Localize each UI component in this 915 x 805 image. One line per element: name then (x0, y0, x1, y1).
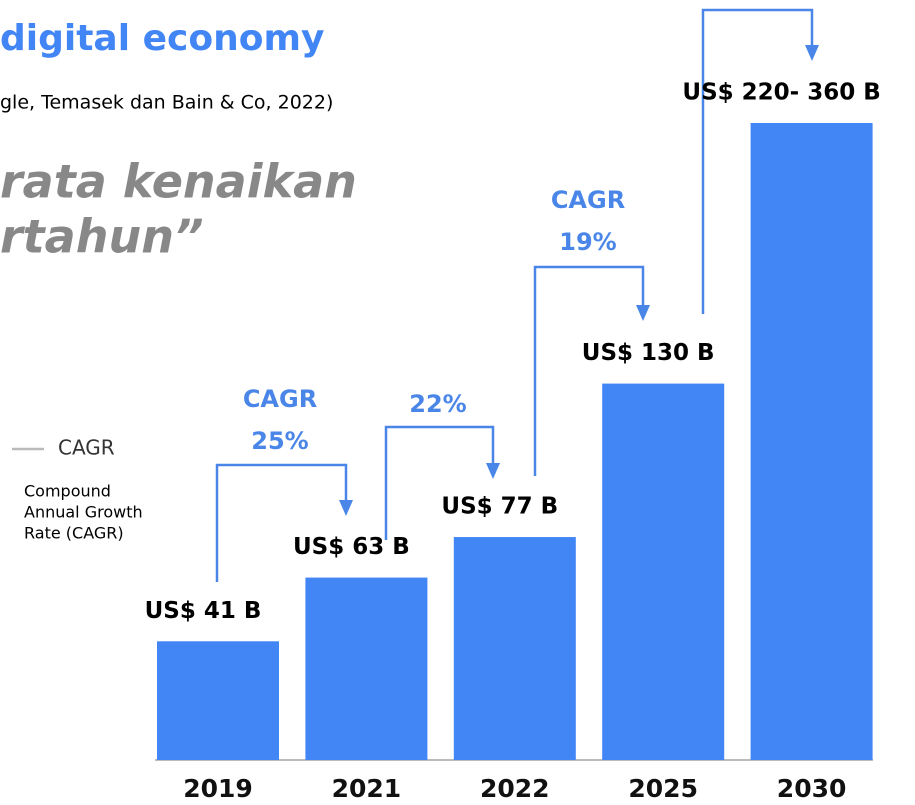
cagr-annotation: 25% (251, 427, 308, 455)
arrow (486, 463, 500, 479)
value-label: US$ 41 B (145, 598, 262, 624)
x-tick-label: 2025 (628, 774, 698, 803)
connectors (215, 8, 819, 582)
quote-line: rtahun” (0, 210, 204, 264)
legend-name: CAGR (58, 436, 115, 460)
arrow (805, 45, 819, 61)
arrow (636, 305, 650, 321)
cagr-annotation: 19% (559, 228, 616, 256)
connector (215, 463, 348, 582)
x-tick-label: 2019 (183, 774, 253, 803)
x-tick-label: 2022 (480, 774, 550, 803)
cagr-annotation: CAGR (243, 385, 317, 413)
bar (453, 537, 576, 760)
arrow (339, 500, 353, 516)
x-tick-label: 2030 (777, 774, 847, 803)
legend-desc: Rate (CAGR) (24, 524, 124, 543)
bar (157, 641, 279, 760)
value-label: US$ 63 B (293, 534, 410, 560)
value-label: US$ 220- 360 B (682, 80, 880, 106)
cagr-annotation: CAGR (551, 186, 625, 214)
title: digital economy (0, 18, 324, 59)
bar (602, 383, 725, 760)
bar (750, 123, 873, 760)
legend-desc: Compound (24, 482, 111, 501)
value-label: US$ 130 B (582, 340, 715, 366)
cagr-annotation: 22% (409, 390, 466, 418)
source: gle, Temasek dan Bain & Co, 2022) (0, 92, 333, 114)
quote-line: rata kenaikan (0, 155, 357, 209)
legend-desc: Annual Growth (24, 503, 143, 522)
connector (701, 8, 814, 314)
connector (533, 265, 645, 476)
x-tick-label: 2021 (332, 774, 402, 803)
bar (305, 577, 428, 760)
value-label: US$ 77 B (441, 494, 558, 520)
connector (384, 425, 495, 540)
